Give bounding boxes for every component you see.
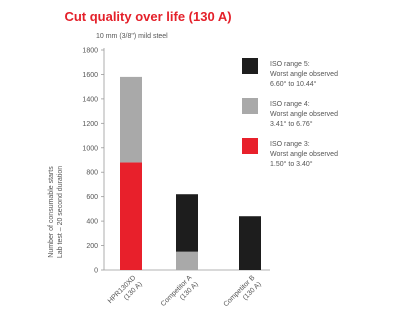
legend-label-line: 6.60° to 10.44° bbox=[270, 80, 317, 88]
legend-label-line: ISO range 3: bbox=[270, 141, 310, 148]
legend-label-line: ISO range 5: bbox=[270, 61, 310, 68]
legend-label-line: 1.50° to 3.40° bbox=[270, 160, 313, 168]
legend-swatch bbox=[242, 58, 258, 74]
bar-iso-range-4 bbox=[120, 76, 142, 163]
legend-label-line: 3.41° to 6.76° bbox=[270, 120, 313, 128]
y-tick-label: 800 bbox=[86, 170, 98, 177]
legend-swatch bbox=[242, 98, 258, 114]
y-tick-label: 0 bbox=[94, 268, 98, 275]
y-tick-label: 200 bbox=[86, 243, 98, 250]
bar-iso-range-4 bbox=[176, 251, 198, 270]
y-tick-label: 1200 bbox=[82, 121, 98, 128]
legend-swatch bbox=[242, 138, 258, 154]
x-category-label: Competitor A(130 A) bbox=[160, 274, 200, 314]
bar-iso-range-5 bbox=[176, 194, 198, 252]
chart-title: Cut quality over life (130 A) bbox=[64, 9, 232, 24]
x-category-label: Competitor B(130 A) bbox=[223, 274, 263, 314]
x-category-label: HPR130XD(130 A) bbox=[107, 274, 144, 311]
y-axis-title: Number of consumable starts bbox=[48, 166, 55, 258]
bar-iso-range-5 bbox=[239, 216, 261, 270]
y-tick-label: 1800 bbox=[82, 48, 98, 55]
y-tick-label: 1600 bbox=[82, 72, 98, 79]
bar-iso-range-3 bbox=[120, 162, 142, 270]
y-tick-label: 1000 bbox=[82, 145, 98, 152]
y-axis-title: Lab test – 20 second duration bbox=[57, 166, 64, 258]
legend-label-line: Worst angle observed bbox=[270, 71, 338, 78]
legend-label-line: ISO range 4: bbox=[270, 101, 310, 108]
y-tick-label: 400 bbox=[86, 219, 98, 226]
chart-subtitle: 10 mm (3/8") mild steel bbox=[96, 33, 168, 40]
y-tick-label: 1400 bbox=[82, 96, 98, 103]
legend-label: ISO range 4: Worst angle observed 3.41° to… bbox=[270, 101, 338, 128]
legend-label-line: Worst angle observed bbox=[270, 151, 338, 158]
legend-label: ISO range 5: Worst angle observed 6.60° to… bbox=[270, 61, 338, 88]
legend-label-line: Worst angle observed bbox=[270, 111, 338, 118]
legend-label: ISO range 3: Worst angle observed 1.50° to… bbox=[270, 141, 338, 168]
y-tick-label: 600 bbox=[86, 194, 98, 201]
